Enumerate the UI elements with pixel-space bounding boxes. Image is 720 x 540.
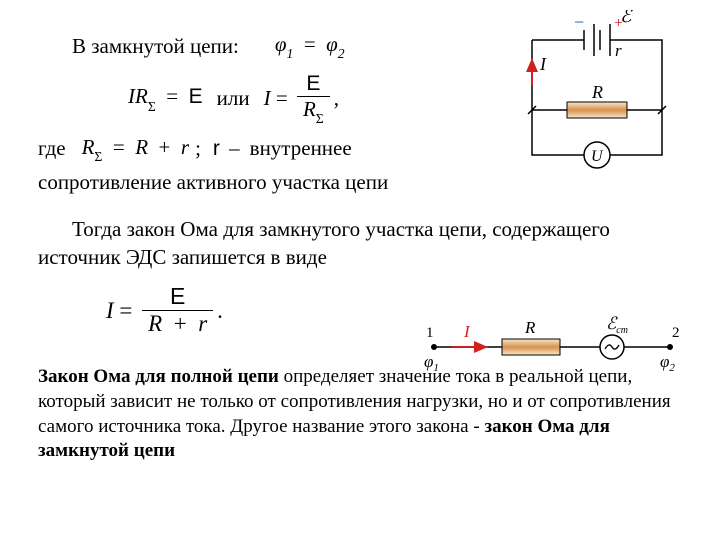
r-sigma-definition: RΣ = R + r <box>82 133 189 165</box>
line-circuit-diagram: 1 φ1 I R ℰст 2 φ2 <box>422 315 682 387</box>
current-label: I <box>539 54 547 74</box>
svg-text:2: 2 <box>672 325 680 341</box>
voltmeter-label: U <box>591 148 604 165</box>
ir-equals-e: IRΣ = E <box>128 82 203 114</box>
closed-circuit-text: В замкнутой цепи: <box>38 32 239 60</box>
resistor-label: R <box>591 82 603 102</box>
r-is-text: внутреннее <box>250 134 352 162</box>
svg-text:−: − <box>574 12 584 32</box>
svg-text:R: R <box>524 318 536 337</box>
svg-text:φ2: φ2 <box>660 352 675 374</box>
semicolon: ; <box>195 134 201 162</box>
svg-text:ℰст: ℰст <box>606 315 628 336</box>
where-text: где <box>38 134 66 162</box>
summary-bold-1: Закон Ома для полной цепи <box>38 366 279 387</box>
phi-equation: φ1 = φ2 <box>275 30 345 62</box>
emf-label: ℰ <box>620 10 634 27</box>
then-law-text: Тогда закон Ома для замкнутого участка ц… <box>38 215 678 272</box>
svg-text:1: 1 <box>426 325 434 341</box>
svg-text:I: I <box>463 322 471 341</box>
svg-text:φ1: φ1 <box>424 352 439 374</box>
i-equals-e-over-r: I = E RΣ , <box>264 72 339 125</box>
r-variable: r – <box>213 134 244 163</box>
closed-circuit-diagram: − + ℰ r I R U <box>512 10 682 192</box>
internal-r-label: r <box>615 41 622 60</box>
or-text: или <box>217 84 250 112</box>
ohms-law-equation: I = E R + r . <box>106 283 223 337</box>
